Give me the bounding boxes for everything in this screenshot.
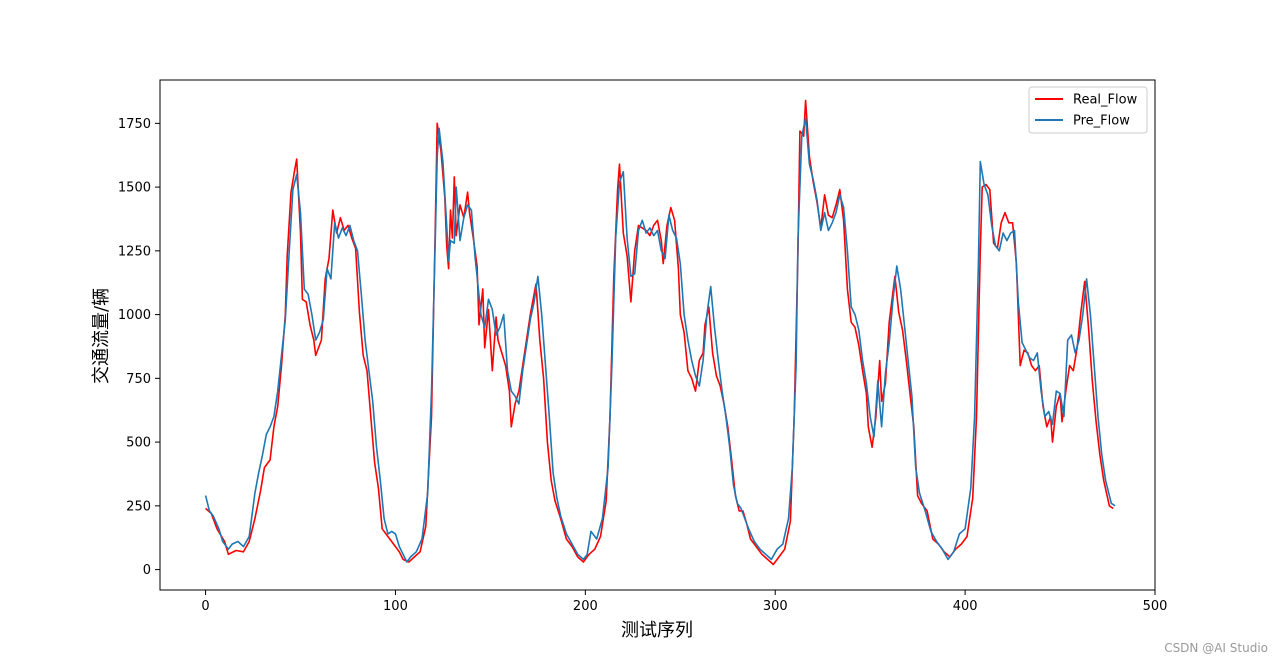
y-tick-label: 0 (143, 563, 151, 578)
plot-area (159, 79, 1156, 591)
x-tick-label: 500 (1143, 599, 1168, 614)
y-tick-label: 250 (126, 499, 151, 514)
legend-label: Pre_Flow (1073, 114, 1130, 129)
series-layer (204, 99, 1116, 566)
y-tick-label: 1250 (118, 244, 151, 259)
legend-label: Real_Flow (1073, 93, 1138, 108)
x-tick-label: 0 (201, 599, 209, 614)
x-axis-label: 测试序列 (621, 620, 693, 641)
legend: Real_Flow Pre_Flow (1028, 86, 1148, 134)
y-tick-label: 1500 (118, 181, 151, 196)
plot-frame (159, 79, 1156, 591)
x-tick-label: 400 (953, 599, 978, 614)
x-tick-label: 200 (573, 599, 598, 614)
y-tick-label: 500 (126, 436, 151, 451)
y-axis-label: 交通流量/辆 (91, 288, 112, 384)
y-tick-label: 750 (126, 372, 151, 387)
y-tick-label: 1000 (118, 308, 151, 323)
y-tick-label: 1750 (118, 117, 151, 132)
axes-layer: 0 100 200 300 400 500 0 250 500 750 1000 1250 1500 17… (118, 117, 1168, 614)
watermark: CSDN @AI Studio (1164, 641, 1268, 655)
x-tick-label: 300 (763, 599, 788, 614)
x-tick-label: 100 (383, 599, 408, 614)
series-line-pre-flow (204, 117, 1116, 563)
series-line-real-flow (205, 99, 1114, 566)
